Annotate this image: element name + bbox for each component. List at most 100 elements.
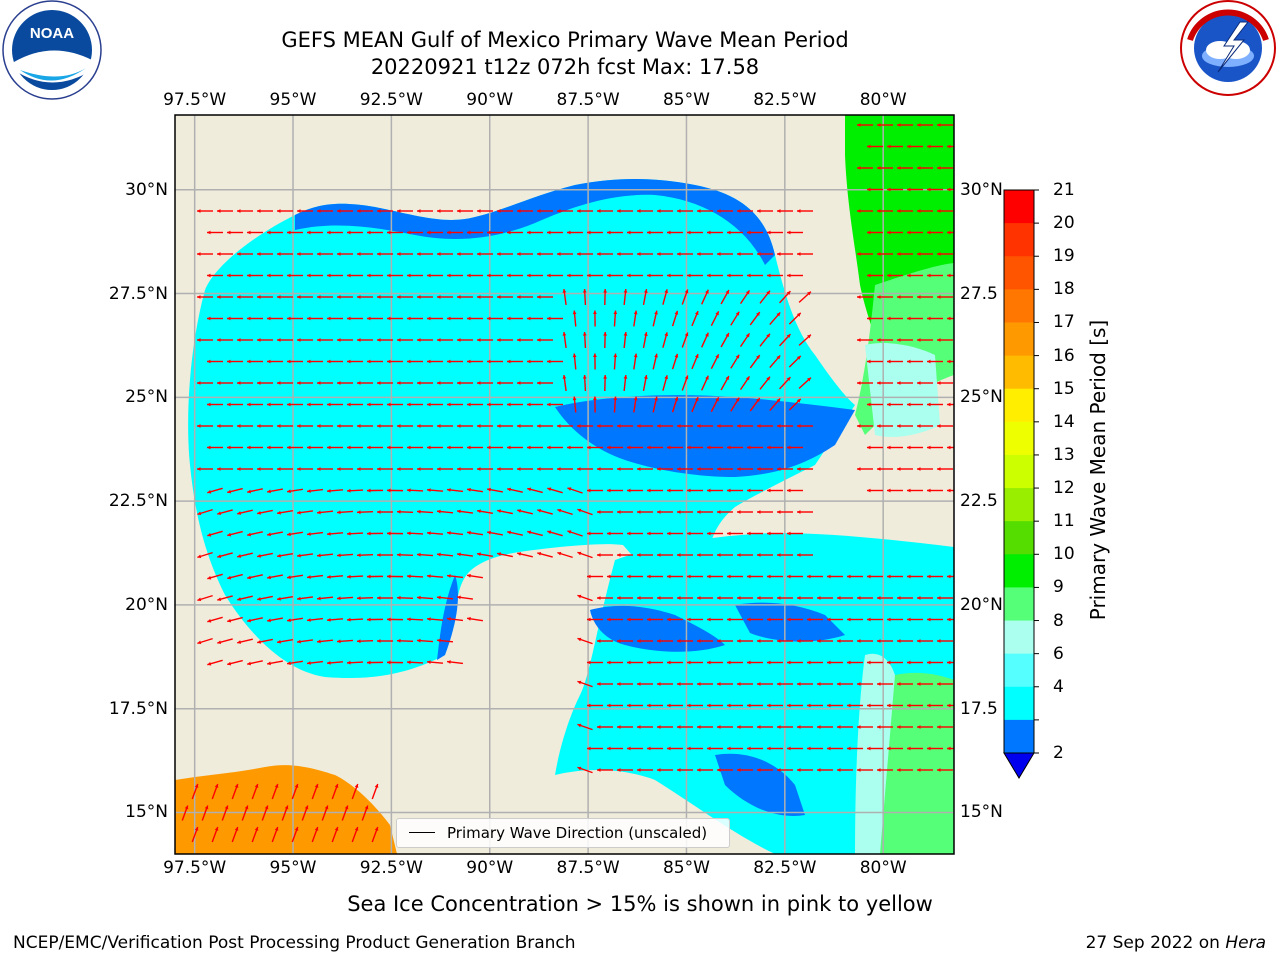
wave-arrow xyxy=(507,359,523,364)
wave-arrow xyxy=(487,402,503,407)
wave-arrow xyxy=(788,312,802,325)
wave-arrow xyxy=(257,595,273,601)
wave-arrow xyxy=(587,488,603,493)
wave-arrow xyxy=(337,252,353,256)
wave-arrow xyxy=(907,445,923,450)
wave-arrow xyxy=(567,530,583,537)
wave-arrow xyxy=(637,424,653,428)
wave-arrow xyxy=(507,487,523,493)
wave-arrow xyxy=(557,252,573,256)
wave-arrow xyxy=(662,375,669,391)
wave-arrow xyxy=(547,487,563,494)
wave-arrow xyxy=(917,209,933,213)
wave-arrow xyxy=(739,289,751,305)
wave-arrow xyxy=(347,402,363,407)
wave-arrow xyxy=(657,768,673,772)
wave-arrow xyxy=(603,331,608,349)
wave-arrow xyxy=(757,510,773,514)
wave-arrow xyxy=(207,487,223,494)
wave-arrow xyxy=(637,510,653,514)
wave-arrow xyxy=(237,467,253,471)
wave-arrow xyxy=(247,273,263,278)
wave-arrow xyxy=(697,424,713,428)
wave-arrow xyxy=(247,531,263,537)
wave-arrow xyxy=(887,445,903,450)
wave-arrow xyxy=(937,596,953,600)
wave-arrow xyxy=(769,397,781,412)
wave-arrow xyxy=(456,509,474,514)
wave-arrow xyxy=(207,316,223,321)
wave-arrow xyxy=(227,402,243,407)
lon-tick-label: 80°W xyxy=(859,90,907,110)
wave-arrow xyxy=(897,682,913,686)
wave-arrow xyxy=(257,467,273,471)
wave-arrow xyxy=(577,209,593,213)
wave-arrow xyxy=(397,424,413,428)
wave-arrow xyxy=(237,595,253,601)
wave-arrow xyxy=(757,596,773,600)
wave-arrow xyxy=(662,289,669,305)
wave-arrow xyxy=(867,316,883,321)
wave-arrow xyxy=(181,805,189,821)
wave-arrow xyxy=(737,768,753,772)
wave-arrow xyxy=(637,725,653,729)
wave-arrow xyxy=(757,467,773,471)
wave-arrow xyxy=(787,230,803,235)
wave-arrow xyxy=(217,209,233,213)
wave-arrow xyxy=(707,445,723,450)
wave-arrow xyxy=(857,166,873,170)
wave-arrow xyxy=(797,768,813,772)
wave-arrow xyxy=(947,316,954,321)
wave-arrow xyxy=(366,574,384,579)
colorbar-tick-label: 17 xyxy=(1053,312,1075,333)
wave-arrow xyxy=(577,508,593,516)
wave-arrow xyxy=(757,682,773,686)
wave-arrow xyxy=(407,230,423,235)
wave-arrow xyxy=(867,574,883,579)
wave-arrow xyxy=(386,531,404,536)
wave-arrow xyxy=(677,768,693,772)
wave-arrow xyxy=(217,295,233,299)
wave-arrow xyxy=(857,381,873,385)
wave-arrow xyxy=(947,273,954,278)
wave-arrow xyxy=(927,488,943,493)
wave-arrow xyxy=(657,682,673,686)
wave-arrow xyxy=(767,445,783,450)
wave-arrow xyxy=(867,660,883,665)
colorbar-segment xyxy=(1004,488,1034,522)
wave-arrow xyxy=(627,660,643,665)
wave-arrow xyxy=(557,209,573,213)
wave-arrow xyxy=(426,574,444,579)
wave-arrow xyxy=(847,617,863,622)
wave-arrow xyxy=(547,273,563,278)
wave-arrow xyxy=(306,531,324,536)
wave-arrow xyxy=(577,424,593,428)
wave-arrow xyxy=(537,209,553,213)
wave-arrow xyxy=(677,553,693,557)
wave-arrow xyxy=(887,402,903,407)
wave-arrow xyxy=(937,252,953,256)
wave-arrow xyxy=(777,553,793,557)
wave-arrow xyxy=(416,509,434,514)
wave-arrow xyxy=(837,639,853,643)
wave-arrow xyxy=(757,725,773,729)
wave-arrow xyxy=(633,310,638,327)
wave-arrow xyxy=(747,703,763,708)
colorbar-segment xyxy=(1004,454,1034,489)
wave-arrow xyxy=(627,273,643,278)
wave-arrow xyxy=(406,617,424,622)
wave-arrow xyxy=(877,209,893,213)
wave-arrow xyxy=(747,531,763,536)
wave-arrow xyxy=(537,551,553,558)
noaa-logo: NOAA xyxy=(2,0,102,100)
wave-arrow xyxy=(737,252,753,256)
wave-arrow xyxy=(417,381,433,385)
wave-arrow xyxy=(317,252,333,256)
wave-arrow xyxy=(457,424,473,428)
wave-arrow xyxy=(897,295,913,299)
colorbar-segment xyxy=(1004,521,1034,555)
wave-arrow xyxy=(326,531,344,536)
wave-arrow xyxy=(517,509,533,515)
wave-arrow xyxy=(507,402,523,407)
wave-arrow xyxy=(607,574,623,579)
